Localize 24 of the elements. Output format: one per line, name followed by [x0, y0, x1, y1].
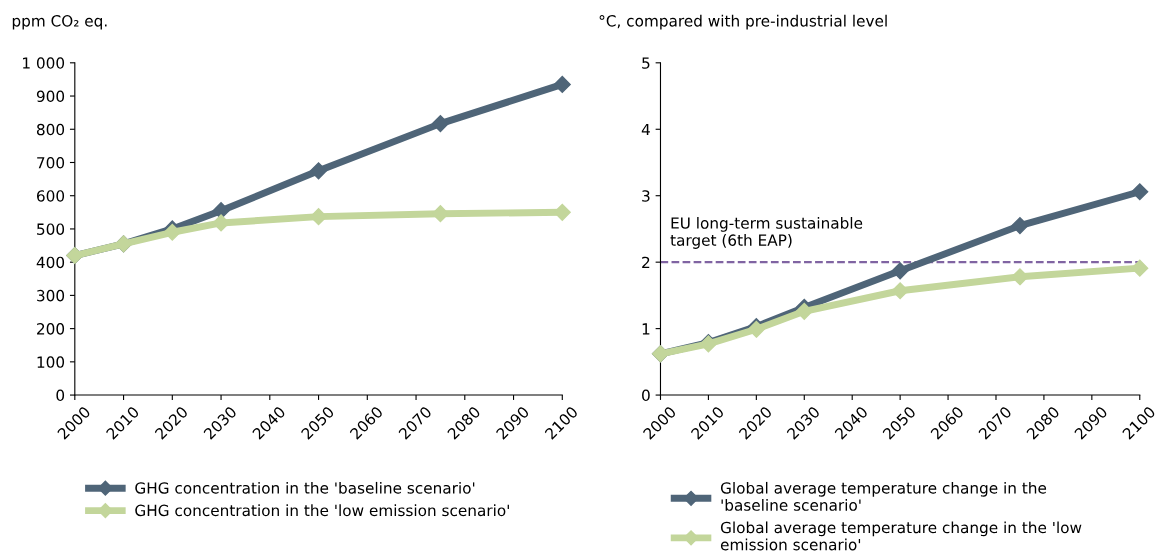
y-tick-label: 400 [36, 256, 65, 269]
legend-label: Global average temperature change in the 'low emission scenario' [720, 521, 1082, 551]
y-tick-label: 0 [56, 389, 65, 402]
y-tick-label: 800 [36, 123, 65, 136]
y-tick-label: 500 [37, 223, 65, 235]
y-tick-label: 700 [37, 156, 65, 169]
y-tick-label: 4 [641, 123, 650, 136]
y-tick-label: 600 [37, 190, 65, 202]
y-tick-label: 200 [37, 323, 65, 335]
y-tick-label: 3 [642, 190, 650, 202]
y-tick-label: 1 [642, 323, 650, 335]
y-tick-label: 0 [642, 389, 650, 402]
y-tick-label: 900 [36, 90, 65, 103]
y-axis-title: °C, compared with pre-industrial level [599, 14, 887, 30]
y-tick-label: 2 [642, 256, 650, 268]
legend-label: GHG concentration in the 'baseline scenario' [135, 481, 475, 494]
y-tick-label: 1 000 [23, 57, 65, 69]
y-tick-label: 5 [642, 57, 650, 69]
legend-label: GHG concentration in the 'low emission scenario' [135, 504, 509, 517]
legend-label: Global average temperature change in the 'baseline scenario' [720, 481, 1047, 511]
ref-line-label: EU long-term sustainable target (6th EAP) [670, 216, 863, 249]
y-tick-label: 300 [37, 289, 65, 302]
y-axis-title: ppm CO₂ eq. [12, 15, 107, 30]
y-tick-label: 100 [37, 356, 65, 368]
